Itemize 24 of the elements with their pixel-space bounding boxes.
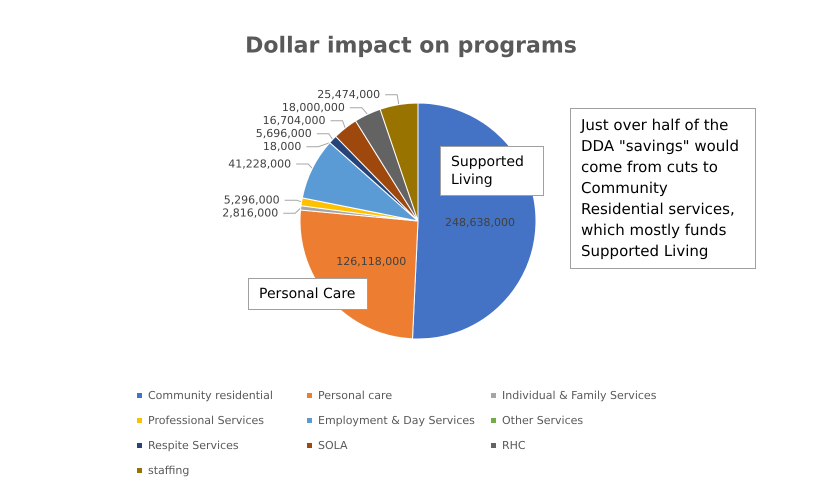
legend-label: Respite Services (148, 439, 239, 452)
legend-label: Individual & Family Services (502, 389, 657, 402)
data-label: 18,000,000 (282, 101, 345, 114)
text: Just over half of the DDA "savings" would come from cuts to Community Residential services, which mostly funds Supported Living (570, 108, 756, 269)
legend-label: Professional Services (148, 414, 264, 427)
data-label: 248,638,000 (444, 216, 515, 229)
chart-title: Dollar impact on programs (245, 34, 577, 58)
data-label: 18,000 (262, 140, 302, 154)
data-label: 41,228,000 (228, 158, 292, 170)
legend-label: Personal care (318, 389, 392, 402)
legend-label: RHC (502, 439, 526, 452)
legend-label: Community residential (148, 389, 273, 402)
data-label: 5,296,000 (224, 194, 280, 207)
text: Supported Living (440, 146, 544, 196)
data-label: 25,474,000 (317, 88, 380, 102)
legend-label: staffing (148, 464, 190, 477)
legend-label: SOLA (318, 439, 348, 452)
legend-label: Employment & Day Services (318, 414, 476, 427)
data-label: 16,704,000 (262, 114, 326, 128)
legend-label: Other Services (502, 414, 584, 427)
data-label: 5,696,000 (256, 127, 312, 140)
data-label: 2,816,000 (222, 206, 278, 220)
data-label: 126,118,000 (336, 255, 406, 268)
text: Personal Care (248, 278, 368, 310)
